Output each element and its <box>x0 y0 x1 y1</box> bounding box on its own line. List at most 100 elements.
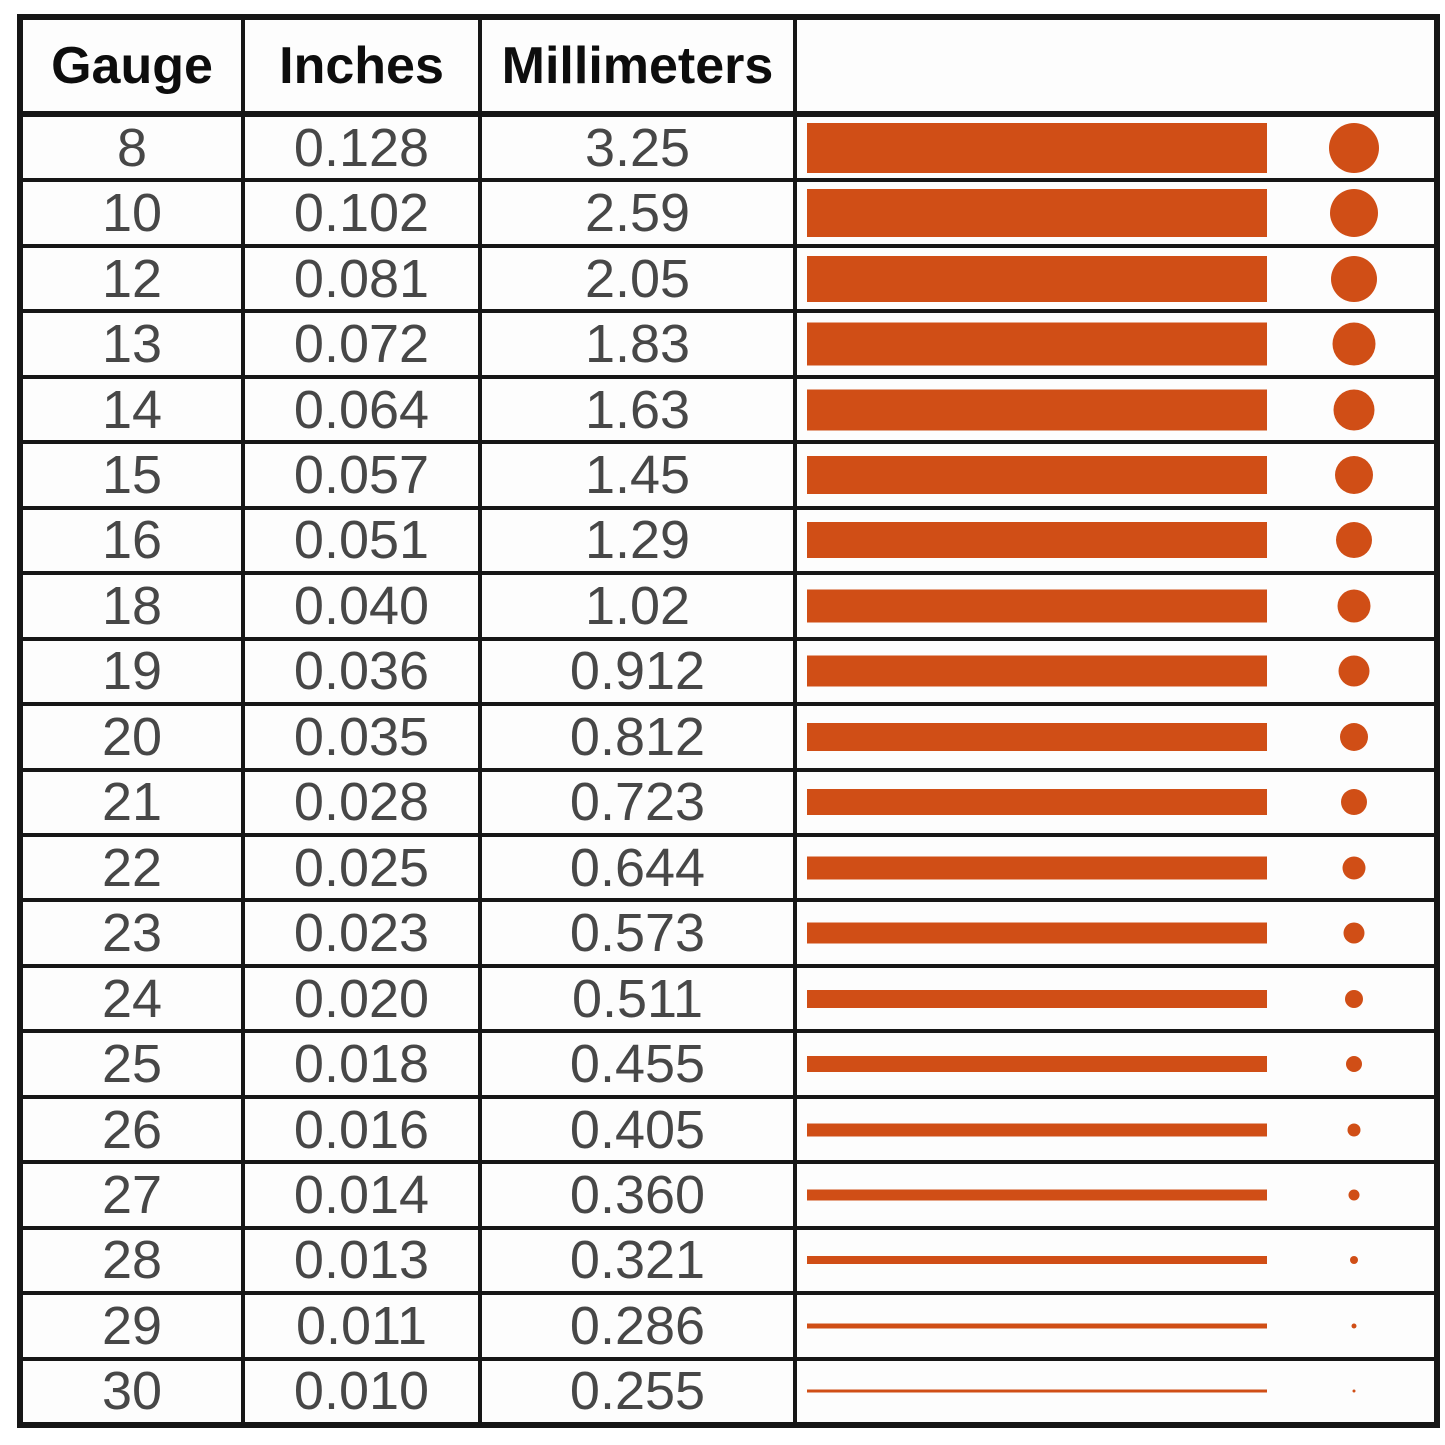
millimeters-value: 0.511 <box>482 967 797 1030</box>
wire-size-visual <box>797 1361 1434 1422</box>
gauge-value: 10 <box>23 182 245 244</box>
header-inches: Inches <box>245 20 482 111</box>
inches-value: 0.023 <box>245 902 482 964</box>
wire-thickness-bar <box>807 1123 1267 1137</box>
inches-value: 0.035 <box>245 706 482 768</box>
wire-size-visual <box>797 1164 1434 1225</box>
wire-diameter-dot <box>1338 655 1370 687</box>
wire-size-visual <box>797 575 1434 636</box>
table-row: 22 0.025 0.644 <box>23 836 1434 903</box>
millimeters-value: 0.405 <box>482 1098 797 1161</box>
wire-thickness-bar <box>807 522 1267 559</box>
table-row: 23 0.023 0.573 <box>23 902 1434 968</box>
wire-size-visual <box>797 1033 1434 1094</box>
wire-thickness-bar <box>807 122 1267 173</box>
wire-diameter-dot <box>1352 1389 1356 1393</box>
wire-thickness-bar <box>807 856 1267 880</box>
gauge-value: 28 <box>23 1229 245 1292</box>
wire-thickness-bar <box>807 722 1267 751</box>
table-row: 8 0.128 3.25 <box>23 117 1434 183</box>
gauge-value: 29 <box>23 1295 245 1357</box>
inches-value: 0.013 <box>245 1229 482 1292</box>
gauge-value: 14 <box>23 378 245 441</box>
wire-diameter-dot <box>1341 789 1367 816</box>
gauge-value: 27 <box>23 1164 245 1226</box>
millimeters-value: 0.644 <box>482 836 797 899</box>
millimeters-value: 0.723 <box>482 771 797 833</box>
wire-thickness-bar <box>807 1189 1267 1201</box>
wire-size-visual <box>797 117 1434 178</box>
wire-size-visual <box>797 968 1434 1029</box>
wire-size-visual <box>797 313 1434 374</box>
inches-value: 0.064 <box>245 378 482 441</box>
wire-diameter-dot <box>1343 922 1365 944</box>
table-row: 15 0.057 1.45 <box>23 444 1434 510</box>
table-row: 13 0.072 1.83 <box>23 313 1434 379</box>
wire-thickness-bar <box>807 322 1267 366</box>
millimeters-value: 1.83 <box>482 313 797 375</box>
wire-size-visual <box>797 444 1434 505</box>
wire-size-visual <box>797 706 1434 767</box>
millimeters-value: 3.25 <box>482 117 797 179</box>
wire-diameter-dot <box>1350 1256 1358 1265</box>
wire-thickness-bar <box>807 589 1267 623</box>
inches-value: 0.010 <box>245 1360 482 1423</box>
gauge-value: 25 <box>23 1033 245 1095</box>
millimeters-value: 1.45 <box>482 444 797 506</box>
millimeters-value: 1.63 <box>482 378 797 441</box>
inches-value: 0.051 <box>245 509 482 572</box>
table-row: 14 0.064 1.63 <box>23 378 1434 445</box>
millimeters-value: 2.59 <box>482 182 797 244</box>
wire-size-visual <box>797 1230 1434 1291</box>
inches-value: 0.016 <box>245 1098 482 1161</box>
table-row: 25 0.018 0.455 <box>23 1033 1434 1099</box>
wire-size-visual <box>797 1295 1434 1356</box>
table-row: 12 0.081 2.05 <box>23 247 1434 314</box>
wire-thickness-bar <box>807 789 1267 816</box>
millimeters-value: 0.455 <box>482 1033 797 1095</box>
table-row: 19 0.036 0.912 <box>23 640 1434 707</box>
wire-thickness-bar <box>807 989 1267 1008</box>
wire-thickness-bar <box>807 389 1267 431</box>
wire-thickness-bar <box>807 1056 1267 1073</box>
gauge-value: 12 <box>23 247 245 310</box>
wire-diameter-dot <box>1340 722 1368 751</box>
inches-value: 0.102 <box>245 182 482 244</box>
millimeters-value: 0.812 <box>482 706 797 768</box>
table-row: 18 0.040 1.02 <box>23 575 1434 641</box>
wire-diameter-dot <box>1348 1189 1360 1201</box>
millimeters-value: 0.360 <box>482 1164 797 1226</box>
inches-value: 0.025 <box>245 836 482 899</box>
table-row: 10 0.102 2.59 <box>23 182 1434 248</box>
wire-size-visual <box>797 248 1434 309</box>
wire-diameter-dot <box>1336 522 1372 559</box>
header-millimeters: Millimeters <box>482 20 797 111</box>
millimeters-value: 0.286 <box>482 1295 797 1357</box>
wire-size-visual <box>797 772 1434 833</box>
inches-value: 0.072 <box>245 313 482 375</box>
gauge-value: 16 <box>23 509 245 572</box>
wire-diameter-dot <box>1346 1056 1362 1073</box>
wire-diameter-dot <box>1329 122 1379 173</box>
wire-diameter-dot <box>1342 856 1366 880</box>
inches-value: 0.011 <box>245 1295 482 1357</box>
table-row: 27 0.014 0.360 <box>23 1164 1434 1230</box>
table-row: 30 0.010 0.255 <box>23 1360 1434 1423</box>
gauge-value: 18 <box>23 575 245 637</box>
wire-diameter-dot <box>1335 455 1373 494</box>
wire-size-visual <box>797 379 1434 440</box>
inches-value: 0.014 <box>245 1164 482 1226</box>
gauge-value: 19 <box>23 640 245 703</box>
table-row: 26 0.016 0.405 <box>23 1098 1434 1165</box>
inches-value: 0.028 <box>245 771 482 833</box>
wire-thickness-bar <box>807 922 1267 944</box>
header-visual-spacer <box>797 20 1434 111</box>
wire-thickness-bar <box>807 1256 1267 1265</box>
gauge-value: 20 <box>23 706 245 768</box>
wire-size-visual <box>797 641 1434 702</box>
wire-diameter-dot <box>1345 989 1363 1008</box>
wire-diameter-dot <box>1337 589 1371 623</box>
table-row: 20 0.035 0.812 <box>23 706 1434 772</box>
table-row: 28 0.013 0.321 <box>23 1229 1434 1296</box>
wire-thickness-bar <box>807 255 1267 302</box>
